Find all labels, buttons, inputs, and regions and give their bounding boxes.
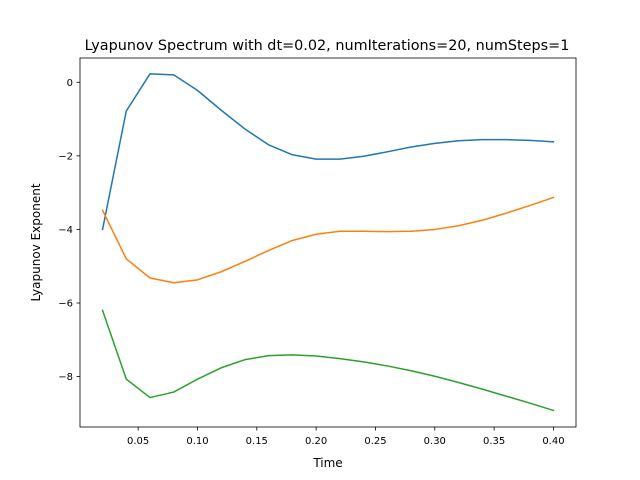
x-tick-label: 0.05 (127, 436, 149, 447)
x-tick-label: 0.20 (305, 436, 327, 447)
x-tick-label: 0.25 (364, 436, 386, 447)
x-tick-label: 0.35 (483, 436, 505, 447)
chart-title: Lyapunov Spectrum with dt=0.02, numItera… (85, 38, 570, 54)
series-line-2 (101, 196, 555, 284)
y-tick-label: −2 (58, 151, 73, 162)
y-tick-label: 0 (67, 78, 73, 89)
plot-area-frame (79, 57, 577, 428)
x-axis: 0.05 0.10 0.15 0.20 0.25 0.30 0.35 0.40 (127, 427, 565, 447)
series-line-3 (101, 309, 555, 412)
x-tick-label: 0.15 (246, 436, 268, 447)
x-tick-label: 0.40 (542, 436, 564, 447)
x-axis-label: Time (312, 456, 342, 470)
y-tick-label: −6 (58, 299, 73, 310)
y-tick-label: −8 (58, 372, 73, 383)
series-layer (101, 73, 555, 412)
x-tick-label: 0.30 (424, 436, 446, 447)
series-line-1 (101, 73, 555, 231)
y-tick-label: −4 (58, 225, 73, 236)
y-axis: 0 −2 −4 −6 −8 (58, 78, 80, 383)
x-tick-label: 0.10 (186, 436, 208, 447)
y-axis-label: Lyapunov Exponent (29, 183, 43, 301)
